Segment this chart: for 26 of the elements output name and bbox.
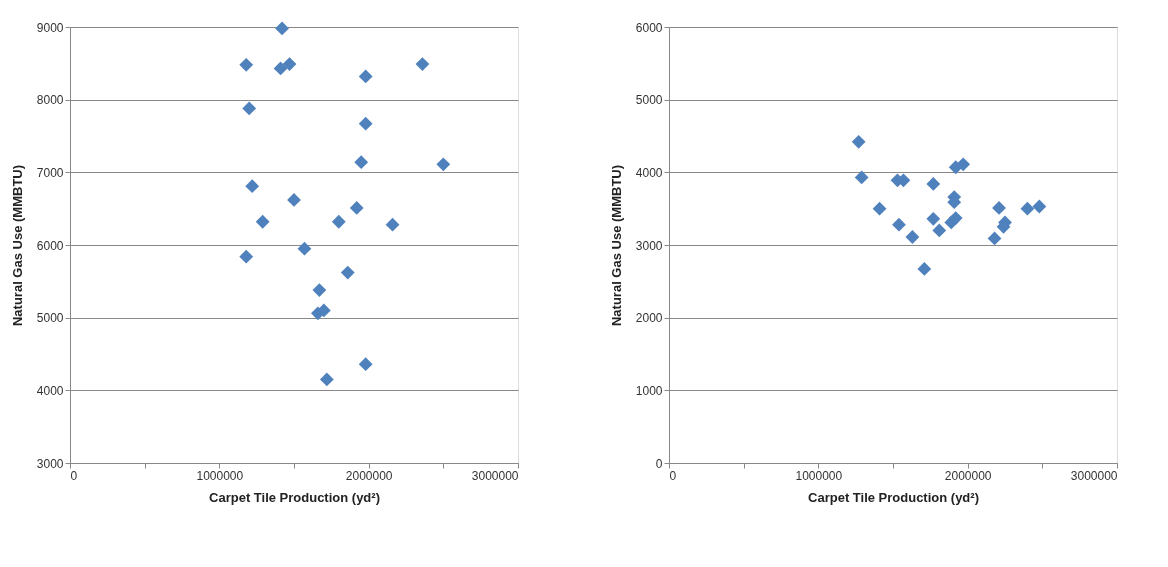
y-tick-label: 3000 <box>36 456 64 471</box>
x-axis-title: Carpet Tile Production (yd²) <box>209 489 380 505</box>
x-axis-title: Carpet Tile Production (yd²) <box>808 489 979 505</box>
x-tick-label: 1000000 <box>795 468 843 483</box>
y-tick-label: 6000 <box>36 238 64 253</box>
y-tick-label: 2000 <box>635 311 663 326</box>
x-tick-label: 0 <box>669 468 677 483</box>
y-tick-label: 6000 <box>635 20 663 35</box>
y-tick-label: 9000 <box>36 20 64 35</box>
y-tick-label: 8000 <box>36 93 64 108</box>
x-tick-label: 3000000 <box>1070 468 1118 483</box>
x-tick-label: 1000000 <box>196 468 244 483</box>
y-tick-label: 3000 <box>635 238 663 253</box>
y-tick-label: 5000 <box>36 311 64 326</box>
y-axis-title: Natural Gas Use (MMBTU) <box>9 164 25 327</box>
x-tick-label: 2000000 <box>345 468 393 483</box>
x-tick-label: 3000000 <box>471 468 519 483</box>
y-tick-label: 5000 <box>635 93 663 108</box>
y-tick-label: 4000 <box>635 165 663 180</box>
x-tick-label: 0 <box>70 468 78 483</box>
y-tick-label: 4000 <box>36 383 64 398</box>
x-tick-label: 2000000 <box>944 468 992 483</box>
y-axis-title: Natural Gas Use (MMBTU) <box>608 164 624 327</box>
y-tick-label: 0 <box>655 456 663 471</box>
y-tick-label: 1000 <box>635 383 663 398</box>
y-tick-label: 7000 <box>36 165 64 180</box>
